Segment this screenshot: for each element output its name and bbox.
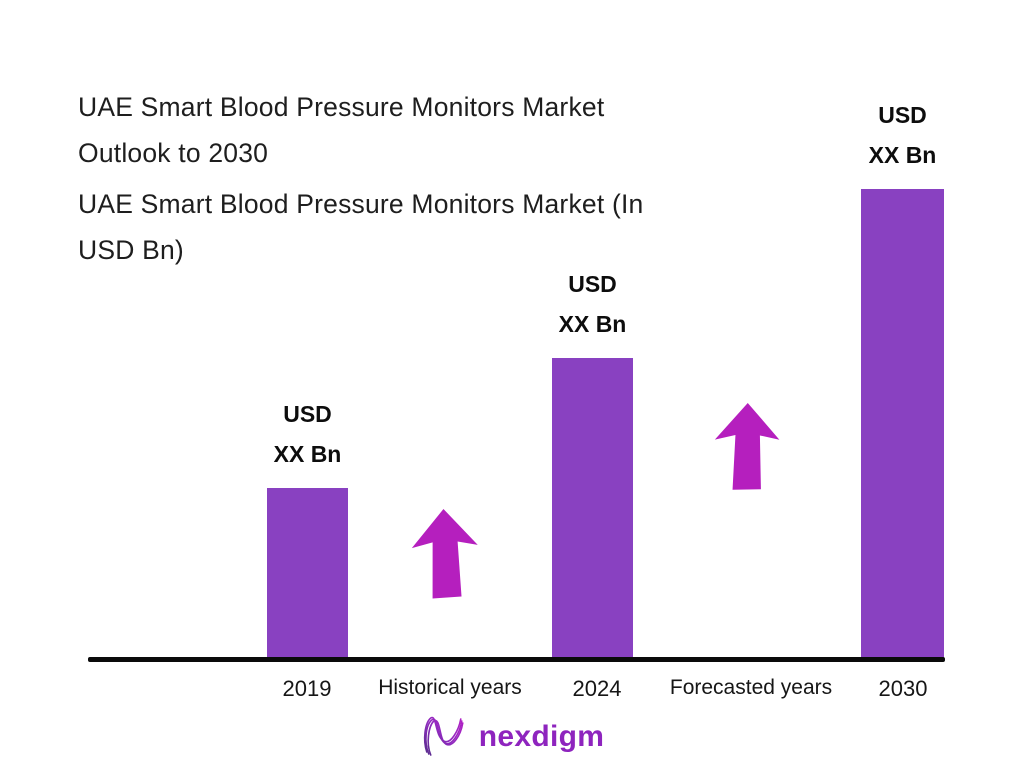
growth-arrow-icon [714, 402, 780, 490]
chart-subtitle: UAE Smart Blood Pressure Monitors Market… [78, 181, 978, 273]
page-title-line1: UAE Smart Blood Pressure Monitors Market [78, 92, 605, 122]
nexdigm-logo-icon [423, 716, 464, 756]
bar-value-amount: XX Bn [273, 441, 342, 467]
x-axis-annotation-historical: Historical years [378, 676, 522, 699]
bar-value-label: USD XX Bn [818, 95, 988, 175]
bar [267, 488, 348, 659]
bar-value-label: USD XX Bn [223, 394, 393, 474]
nexdigm-logo-text: nexdigm [478, 720, 605, 753]
nexdigm-logo: nexdigm [420, 714, 604, 760]
x-axis-label-2019: 2019 [282, 676, 332, 701]
x-axis-line [88, 657, 945, 662]
bar-value-currency: USD [568, 271, 617, 297]
bar-value-currency: USD [283, 401, 332, 427]
chart-subtitle-line1: UAE Smart Blood Pressure Monitors Market… [78, 189, 644, 219]
chart-subtitle-line2: USD Bn) [78, 235, 184, 265]
bar-value-amount: XX Bn [868, 142, 937, 168]
bar-value-amount: XX Bn [558, 311, 627, 337]
x-axis-annotation-forecasted: Forecasted years [669, 676, 833, 699]
x-axis-label-2024: 2024 [572, 676, 622, 701]
page-title-line2: Outlook to 2030 [78, 138, 269, 168]
bar-value-currency: USD [878, 102, 927, 128]
bar [552, 358, 633, 659]
title-block: UAE Smart Blood Pressure Monitors Market… [78, 84, 978, 273]
page-title: UAE Smart Blood Pressure Monitors Market… [78, 84, 978, 176]
growth-arrow-icon [411, 509, 478, 599]
bar-value-label: USD XX Bn [508, 264, 678, 344]
bar [861, 189, 944, 659]
x-axis-label-2030: 2030 [878, 676, 928, 701]
